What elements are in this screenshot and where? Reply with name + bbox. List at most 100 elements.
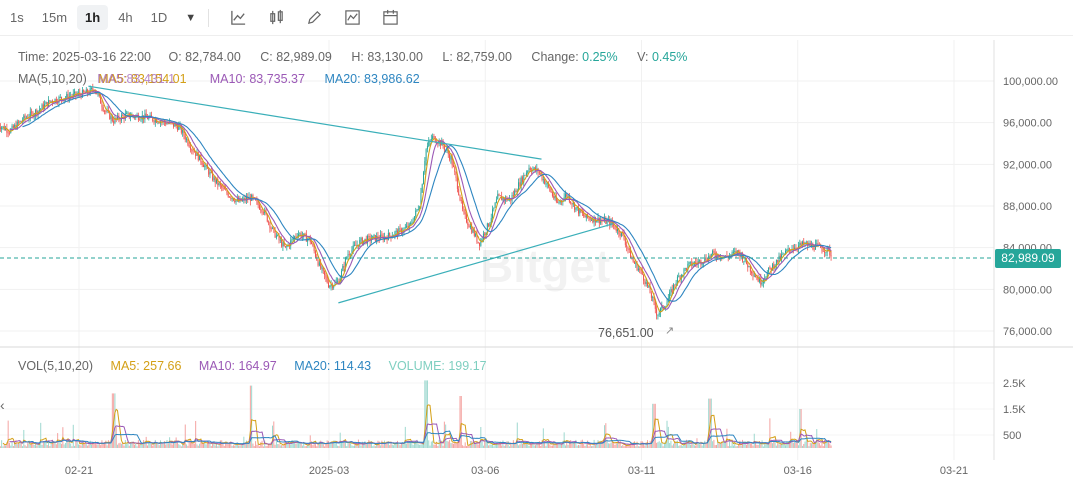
candle-body	[572, 202, 574, 205]
volume-bar	[503, 445, 505, 448]
candle-body	[564, 194, 566, 198]
volume-bar	[771, 443, 773, 448]
candle-body	[0, 127, 1, 130]
volume-bar	[88, 444, 90, 448]
candle-body	[743, 261, 745, 263]
candle-body	[477, 241, 479, 243]
volume-bar	[618, 444, 620, 448]
candle-body	[756, 277, 758, 279]
compare-icon[interactable]	[339, 5, 365, 31]
price-tick-label: 92,000.00	[1003, 159, 1052, 171]
volume-bar	[12, 446, 14, 448]
timeframe-dropdown-icon[interactable]: ▼	[185, 11, 197, 24]
volume-bar	[557, 442, 559, 448]
volume-bar	[413, 443, 415, 448]
volume-bar	[408, 442, 410, 448]
volume-bar	[209, 442, 211, 448]
volume-bar	[23, 429, 25, 448]
volume-bar	[787, 441, 789, 448]
volume-bar	[144, 441, 146, 448]
volume-bar	[343, 441, 345, 448]
candle-body	[368, 236, 370, 237]
volume-bar	[403, 444, 405, 448]
candle-body	[452, 165, 454, 167]
current-price-tag: 82,989.09	[995, 249, 1061, 268]
timeframe-1h[interactable]: 1h	[77, 5, 109, 30]
candle-body	[59, 96, 61, 98]
candle-body	[820, 244, 822, 248]
candle-body	[419, 207, 421, 210]
candle-body	[394, 232, 396, 236]
candle-body	[104, 110, 106, 112]
volume-bar	[232, 445, 234, 448]
candle-body	[455, 172, 457, 179]
timeframe-15m[interactable]: 15m	[41, 10, 68, 25]
candle-body	[399, 228, 401, 230]
volume-bar	[40, 422, 42, 448]
timeframe-1s[interactable]: 1s	[10, 10, 24, 25]
volume-bar	[619, 440, 621, 448]
volume-bar	[298, 441, 300, 448]
candle-body	[580, 208, 582, 213]
candle-body	[313, 245, 315, 251]
volume-bar	[745, 444, 747, 448]
volume-bar	[192, 443, 194, 448]
volume-bar	[722, 441, 724, 448]
candle-body	[606, 220, 608, 224]
volume-bar	[255, 441, 257, 448]
draw-pen-icon[interactable]	[301, 5, 327, 31]
volume-bar	[452, 443, 454, 448]
candle-body	[307, 239, 309, 242]
volume-bar	[287, 440, 289, 448]
timeframe-1d[interactable]: 1D	[150, 10, 168, 25]
candle-body	[559, 200, 561, 203]
volume-bar	[247, 443, 249, 448]
candle-body	[639, 268, 641, 270]
candle-body	[498, 194, 500, 196]
volume-bar	[713, 439, 715, 448]
volume-bar	[248, 442, 250, 448]
candle-body	[548, 183, 550, 187]
candle-body	[566, 194, 568, 197]
volume-bar	[589, 442, 591, 448]
candle-body	[813, 248, 815, 250]
volume-bar	[423, 442, 425, 448]
volume-bar	[84, 442, 86, 448]
candle-body	[88, 93, 90, 95]
candle-body	[204, 165, 206, 168]
candle-body	[577, 207, 579, 214]
volume-bar	[80, 445, 82, 448]
candle-body	[615, 229, 617, 232]
calendar-icon[interactable]	[377, 5, 403, 31]
volume-bar	[87, 445, 89, 448]
candle-body	[226, 190, 228, 194]
volume-bar	[570, 440, 572, 448]
volume-bar	[222, 442, 224, 448]
candle-body	[216, 179, 217, 183]
volume-bar	[335, 441, 337, 448]
volume-bar	[0, 446, 1, 448]
candle-body	[94, 91, 96, 93]
volume-bar	[175, 437, 177, 448]
volume-bar	[322, 443, 324, 448]
volume-bar	[576, 445, 578, 448]
candle-type-icon[interactable]	[263, 5, 289, 31]
volume-bar	[577, 444, 579, 448]
volume-bar	[378, 441, 380, 448]
volume-bar	[770, 439, 772, 448]
candle-body	[768, 267, 770, 272]
timeframe-4h[interactable]: 4h	[118, 10, 133, 25]
volume-bar	[428, 440, 430, 448]
volume-bar	[809, 442, 811, 448]
volume-bar	[290, 444, 292, 448]
volume-bar	[579, 445, 581, 448]
volume-bar	[798, 445, 800, 448]
collapse-left-icon[interactable]: ‹	[0, 397, 5, 413]
candle-body	[521, 177, 523, 182]
volume-bar	[700, 441, 702, 448]
volume-bar	[360, 445, 362, 448]
indicator-icon[interactable]	[225, 5, 251, 31]
volume-bar	[314, 442, 316, 448]
candle-body	[515, 190, 517, 193]
